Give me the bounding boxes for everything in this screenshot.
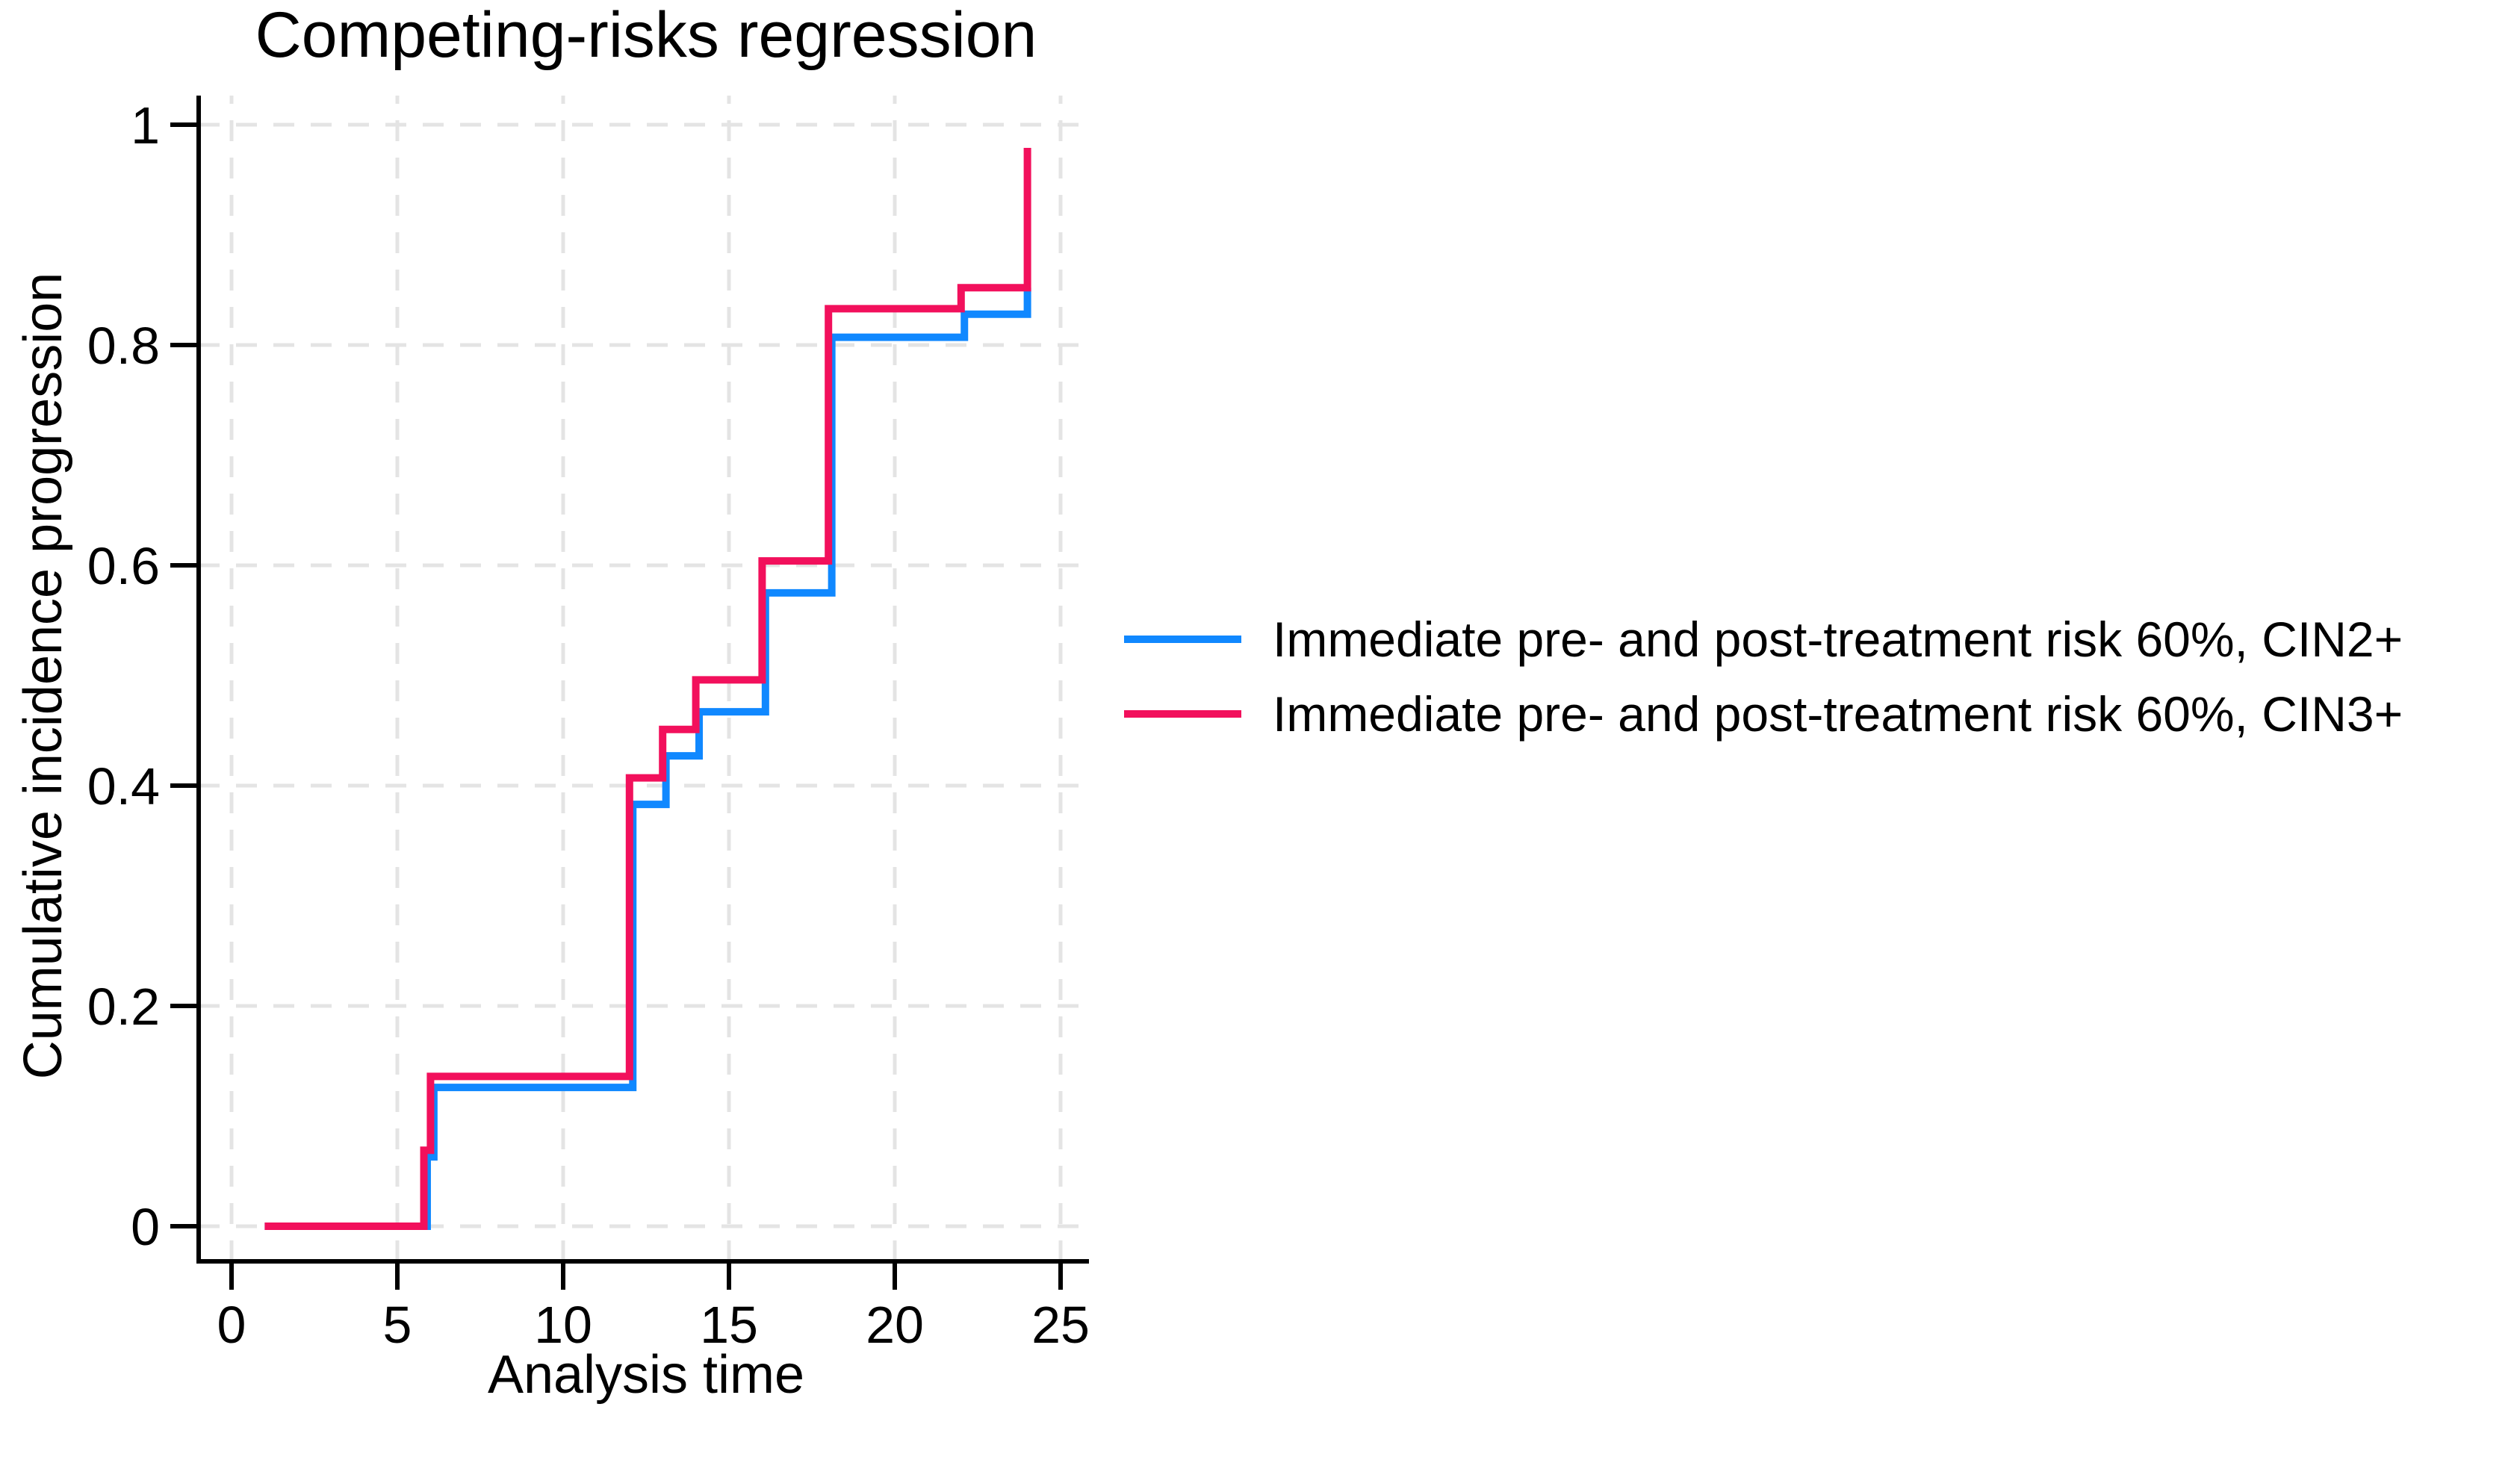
y-tick-label: 0.8 bbox=[87, 317, 160, 375]
y-tick-label: 1 bbox=[131, 96, 160, 155]
y-tick-label: 0 bbox=[131, 1198, 160, 1256]
x-tick-label: 25 bbox=[1031, 1296, 1090, 1354]
y-tick-label: 0.6 bbox=[87, 537, 160, 595]
legend: Immediate pre- and post-treatment risk 6… bbox=[1124, 612, 2403, 742]
legend-line-swatch-cin2plus bbox=[1124, 636, 1241, 643]
legend-label-cin3plus: Immediate pre- and post-treatment risk 6… bbox=[1273, 686, 2403, 742]
series-line-cin3plus bbox=[264, 147, 1031, 1230]
x-tick-label: 5 bbox=[383, 1296, 412, 1354]
legend-label-cin2plus: Immediate pre- and post-treatment risk 6… bbox=[1273, 612, 2403, 667]
x-tick-label: 0 bbox=[217, 1296, 246, 1354]
chart-title: Competing-risks regression bbox=[255, 0, 1037, 71]
series-line-cin2plus bbox=[264, 288, 1031, 1230]
x-tick-label: 20 bbox=[866, 1296, 924, 1354]
legend-entry-cin2plus: Immediate pre- and post-treatment risk 6… bbox=[1124, 612, 2403, 667]
x-tick-label: 15 bbox=[700, 1296, 758, 1354]
x-axis-title: Analysis time bbox=[487, 1345, 805, 1405]
legend-entry-cin3plus: Immediate pre- and post-treatment risk 6… bbox=[1124, 686, 2403, 742]
y-tick-label: 0.2 bbox=[87, 978, 160, 1036]
y-tick-label: 0.4 bbox=[87, 757, 160, 816]
x-tick-label: 10 bbox=[534, 1296, 592, 1354]
legend-line-swatch-cin3plus bbox=[1124, 710, 1241, 718]
